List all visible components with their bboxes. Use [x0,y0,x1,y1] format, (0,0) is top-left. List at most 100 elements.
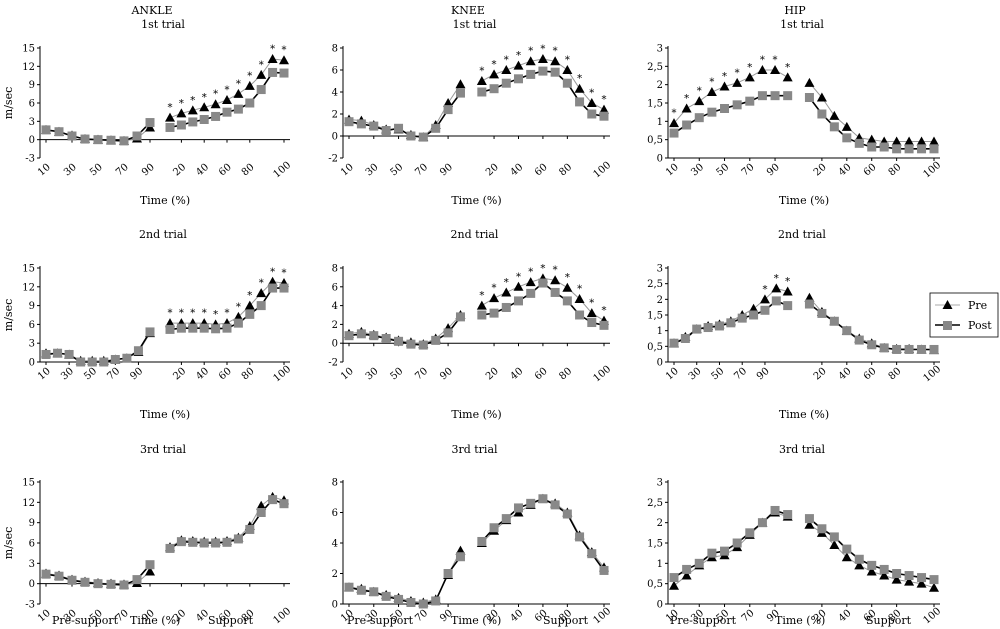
panel-5-post-point-0-9 [455,312,465,322]
panel-9-post-point-1-1 [817,524,827,534]
panel-3-significance-star-5: * [735,68,740,79]
panel-4-significance-star-9: * [270,267,275,278]
panel-1-y-tick-label-1: 0 [29,135,35,146]
panel-4-post-point-0-0 [41,349,51,359]
bottom-label-time-ankle: Time (%) [130,614,180,627]
panel-5-x-tick-label-5: 20 [484,366,501,383]
panel-5-post-point-0-2 [369,331,379,341]
panel-9-post-line-0 [673,509,788,579]
panel-3-pre-point-1-9 [916,136,927,146]
panel-9-pre-point-1-7 [891,574,902,584]
panel-3-post-point-1-1 [817,109,827,119]
panel-3-significance-star-0: * [672,108,677,119]
panel-6-y-tick-label-5: 2,5 [647,279,663,290]
panel-2-pre-point-1-3 [513,60,524,70]
panel-9-post-point-0-3 [707,548,717,558]
panel-9-post-point-1-4 [854,554,864,564]
panel-5-significance-star-4: * [528,267,533,278]
panel-4-x-tick-label-5: 20 [171,366,188,383]
panel-5-post-point-1-8 [575,310,585,320]
panel-8-post-point-0-9 [455,552,465,562]
panel-3-significance-star-6: * [747,62,752,73]
panel-8-post-point-0-7 [431,596,441,606]
panel-9-post-point-0-4 [720,546,730,556]
panel-6-post-point-1-0 [804,299,814,309]
panel-8-x-tick-label-6: 40 [508,608,525,625]
panel-6-post-point-0-10 [783,301,793,311]
panel-6-x-tick-label-6: 40 [837,366,854,383]
panel-7-y-tick-label-4: 9 [29,518,35,529]
panel-9-post-point-0-2 [694,558,704,568]
bottom-label-support-ankle: Support [208,614,254,627]
panel-5-pre-point-1-4 [525,277,536,287]
panel-6-post-point-1-4 [854,335,864,345]
panel-3-post-point-0-8 [770,91,780,101]
panel-5-pre-point-1-3 [513,281,524,291]
panel-5-post-point-1-3 [513,296,523,306]
panel-7-y-tick-label-3: 6 [29,539,35,550]
panel-4-pre-point-1-6 [233,311,244,321]
panel-6-post-point-0-2 [692,324,702,334]
panel-3-pre-point-0-2 [694,96,705,106]
panel-7-post-point-1-0 [165,543,175,553]
bottom-label-pre-support-knee: Pre-support [347,614,414,627]
panel-6-pre-point-0-10 [782,286,793,296]
panel-1-x-tick-label-9: 100 [272,160,294,181]
panel-1-x-tick-label-5: 20 [171,162,188,179]
panel-1-post-point-1-4 [211,111,221,121]
panel-5-significance-star-5: * [540,263,545,274]
panel-4-significance-star-6: * [236,302,241,313]
panel-7-y-tick-label-6: 15 [22,478,35,489]
panel-3-post-point-0-5 [732,100,742,110]
panel-4-significance-star-4: * [213,309,218,320]
panel-3-y-tick-label-6: 3 [657,44,663,55]
panel-6-significance-star-9: * [774,273,779,284]
panel-2: 1st trial -2 0 2 4 6 8 10 30 50 70 90 20 40 60 80 100 Tim… [328,18,613,207]
panel-1-post-point-1-1 [176,120,186,130]
panel-2-post-point-0-0 [344,117,354,127]
panel-5-pre-point-1-7 [562,282,573,292]
panel-1-significance-star-3: * [202,92,207,103]
panel-5-significance-star-2: * [504,277,509,288]
panel-6-post-point-1-3 [842,326,852,336]
panel-4-post-point-1-4 [211,324,221,334]
panel-7-post-point-0-3 [80,577,90,587]
panel-5-x-tick-label-1: 30 [364,366,381,383]
panel-1-title: 1st trial [141,18,185,31]
panel-3-significance-star-7: * [760,55,765,66]
panel-9-pre-point-1-3 [841,552,852,562]
panel-3-post-point-0-3 [707,107,717,117]
panel-2-post-point-0-9 [455,88,465,98]
panel-2-pre-point-0-8 [443,98,454,107]
panel-2-pre-point-1-7 [562,65,573,74]
panel-8-post-point-0-5 [406,597,416,607]
panel-8-y-tick-label-0: 0 [332,600,338,611]
panel-4-x-tick-label-1: 30 [59,366,76,383]
bottom-label-pre-support-hip: Pre-support [670,614,737,627]
panel-9-x-tick-label-9: 100 [922,606,944,627]
panel-3-x-tick-label-1: 30 [689,162,706,179]
panel-8-post-point-1-1 [489,523,499,533]
panel-6-post-point-0-6 [737,313,747,323]
panel-9-post-point-0-8 [770,505,780,515]
panel-1-significance-star-6: * [236,79,241,90]
panel-8-post-point-1-6 [550,500,560,510]
legend: Pre Post [929,292,999,338]
panel-7-post-point-1-10 [279,499,289,509]
panel-4-pre-point-1-8 [256,288,267,298]
panel-9-title: 3rd trial [779,443,826,456]
panel-4-significance-star-2: * [190,308,195,319]
panel-9-pre-point-0-1 [681,570,692,580]
panel-3-pre-point-0-5 [732,77,743,87]
panel-7-post-point-1-6 [233,534,243,544]
column-title-hip: HIP [784,4,806,17]
panel-7-y-tick-label-1: 0 [29,579,35,590]
panel-2-pre-point-1-6 [550,56,561,66]
panel-4-y-tick-label-4: 12 [22,282,35,293]
panel-2-x-tick-label-7: 60 [533,162,550,179]
panel-6-y-tick-label-1: 0,5 [647,342,663,353]
panel-1-post-point-1-3 [199,115,209,124]
panel-1-post-point-1-6 [233,104,243,114]
panel-2-significance-star-1: * [492,59,497,70]
